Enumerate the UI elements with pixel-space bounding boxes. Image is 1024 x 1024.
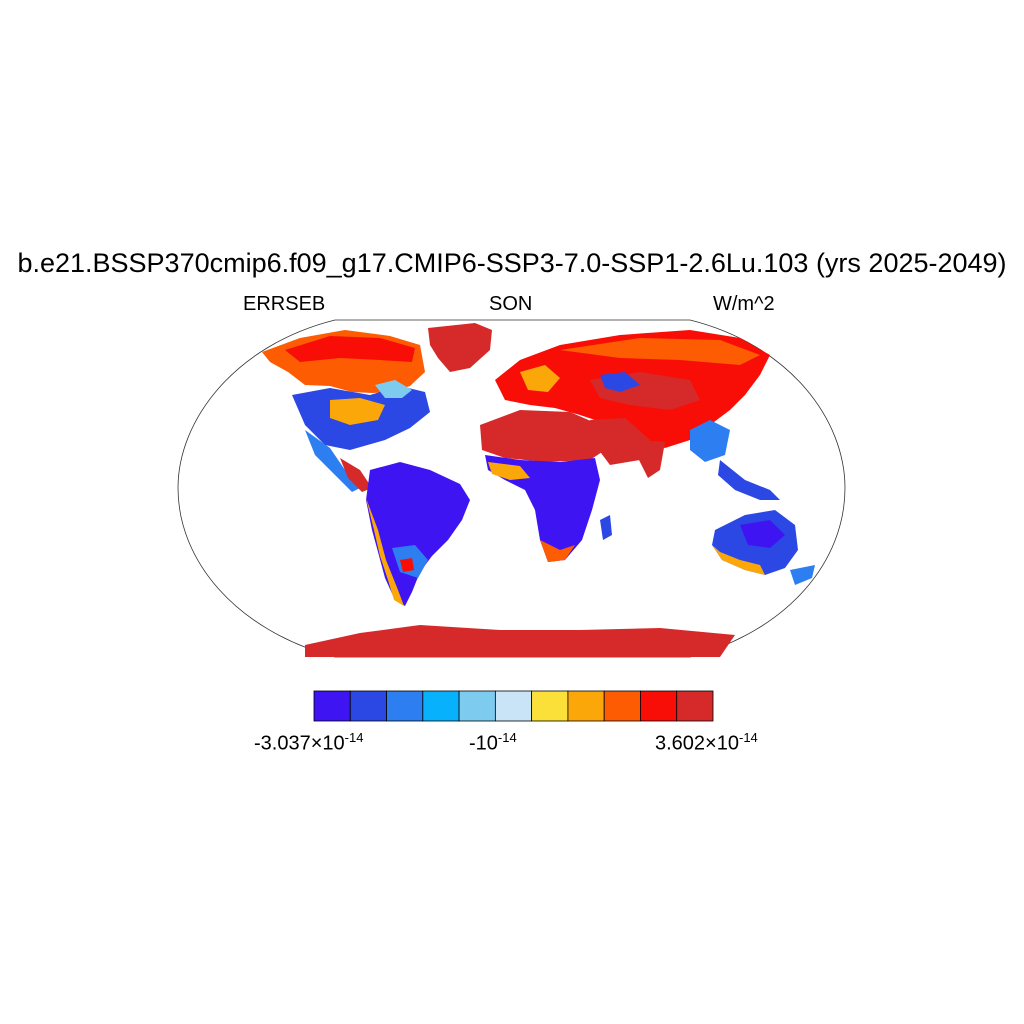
colorbar-box	[603, 690, 641, 722]
greenland-region	[428, 323, 492, 372]
colorbar-box	[640, 690, 678, 722]
colorbar-box	[386, 690, 424, 722]
colorbar-box	[349, 690, 387, 722]
variable-label: ERRSEB	[243, 293, 326, 315]
season-label: SON	[489, 293, 533, 315]
colorbar-box	[567, 690, 605, 722]
colorbar-box	[313, 690, 351, 722]
colorbar-box	[458, 690, 496, 722]
antarctica-region	[305, 625, 735, 657]
south-america-region	[366, 462, 470, 606]
colorbar-mid-label: -10-14	[469, 730, 517, 755]
africa-region	[480, 410, 612, 562]
colorbar-box	[531, 690, 569, 722]
units-label: W/m^2	[713, 293, 775, 315]
colorbar-box	[422, 690, 460, 722]
north-america-region	[262, 330, 430, 492]
colorbar-max-label: 3.602×10-14	[655, 730, 758, 755]
australia-region	[712, 510, 815, 585]
colorbar-box	[494, 690, 533, 722]
plot-title: b.e21.BSSP370cmip6.f09_g17.CMIP6-SSP3-7.…	[17, 248, 1007, 278]
eurasia-region	[495, 330, 780, 500]
arabia-region	[590, 418, 650, 465]
colorbar-box	[676, 690, 714, 722]
colorbar-min-label: -3.037×10-14	[254, 730, 364, 755]
